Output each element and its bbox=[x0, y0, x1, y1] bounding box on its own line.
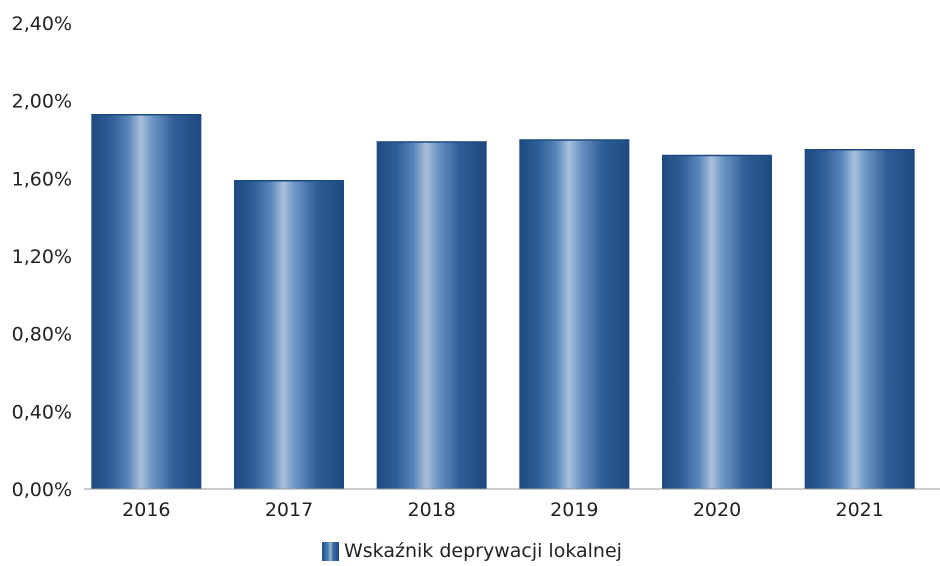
x-tick-label: 2017 bbox=[265, 499, 313, 521]
y-axis-ticks: 0,00% 0,40% 0,80% 1,20% 1,60% 2,00% 2,40% bbox=[12, 13, 72, 501]
y-tick-label: 0,40% bbox=[12, 401, 72, 423]
bar bbox=[91, 114, 202, 489]
x-tick-label: 2019 bbox=[550, 499, 598, 521]
bar bbox=[662, 155, 772, 490]
legend: Wskaźnik deprywacji lokalnej bbox=[322, 540, 622, 562]
y-tick-label: 1,60% bbox=[12, 168, 72, 190]
y-tick-label: 0,80% bbox=[12, 324, 72, 346]
bars bbox=[91, 114, 915, 490]
x-tick-label: 2018 bbox=[407, 499, 455, 521]
legend-swatch bbox=[322, 541, 339, 561]
bar bbox=[234, 180, 344, 489]
x-axis-ticks: 2016 2017 2018 2019 2020 2021 bbox=[122, 499, 884, 521]
bar bbox=[519, 139, 630, 489]
x-tick-label: 2020 bbox=[693, 499, 741, 521]
bar bbox=[804, 149, 915, 490]
bar bbox=[376, 141, 487, 490]
x-tick-label: 2021 bbox=[835, 499, 883, 521]
legend-label: Wskaźnik deprywacji lokalnej bbox=[344, 540, 622, 562]
y-tick-label: 2,00% bbox=[12, 91, 72, 113]
y-tick-label: 2,40% bbox=[12, 13, 72, 35]
y-tick-label: 1,20% bbox=[12, 246, 72, 268]
x-tick-label: 2016 bbox=[122, 499, 170, 521]
y-tick-label: 0,00% bbox=[12, 479, 72, 501]
